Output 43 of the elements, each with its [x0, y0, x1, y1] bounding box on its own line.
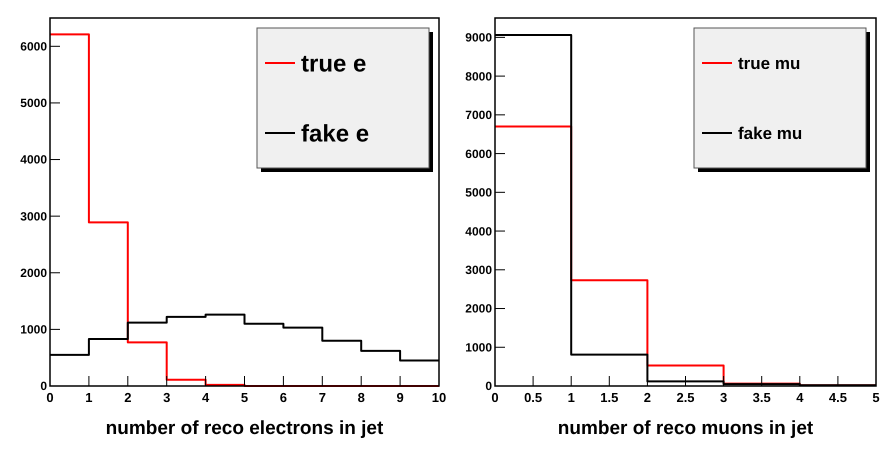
x-tick-label: 4.5 — [828, 390, 847, 405]
x-tick-label: 1.5 — [600, 390, 618, 405]
x-tick-label: 1 — [85, 390, 93, 405]
x-tick-label: 4 — [796, 390, 804, 405]
x-tick-label: 2 — [124, 390, 132, 405]
y-tick-label: 1000 — [20, 322, 48, 337]
x-tick-label: 5 — [872, 390, 880, 405]
x-tick-label: 5 — [240, 390, 248, 405]
x-tick-label: 4 — [202, 390, 210, 405]
legend-label: fake mu — [738, 124, 802, 143]
x-tick-label: 8 — [358, 390, 365, 405]
x-tick-label: 0.5 — [524, 390, 542, 405]
y-tick-label: 5000 — [465, 186, 492, 200]
y-tick-label: 2000 — [20, 266, 48, 280]
x-tick-label: 2 — [644, 390, 652, 405]
y-tick-label: 9000 — [465, 30, 492, 45]
y-tick-label: 6000 — [20, 40, 48, 54]
y-tick-label: 7000 — [465, 108, 492, 122]
y-tick-label: 2000 — [465, 302, 492, 316]
x-tick-label: 3.5 — [752, 390, 771, 405]
x-tick-label: 3 — [163, 390, 170, 405]
x-tick-label: 2.5 — [676, 390, 695, 405]
y-tick-label: 8000 — [465, 69, 492, 84]
legend-label: true e — [301, 50, 366, 78]
y-tick-label: 3000 — [20, 209, 48, 224]
legend-label: fake e — [301, 120, 370, 148]
x-tick-label: 9 — [396, 390, 404, 405]
y-tick-label: 3000 — [465, 262, 492, 277]
y-tick-label: 6000 — [465, 146, 492, 161]
x-tick-label: 6 — [280, 390, 288, 405]
x-axis-title: number of reco electrons in jet — [106, 418, 384, 439]
x-axis-title: number of reco muons in jet — [558, 418, 814, 439]
x-tick-label: 7 — [318, 390, 326, 405]
x-tick-label: 1 — [568, 390, 575, 405]
legend-label: true mu — [738, 54, 800, 73]
y-tick-label: 1000 — [465, 340, 492, 354]
y-tick-label: 0 — [40, 379, 48, 394]
y-tick-label: 4000 — [20, 152, 48, 167]
x-tick-label: 10 — [432, 390, 446, 405]
y-tick-label: 0 — [485, 379, 492, 394]
x-tick-label: 3 — [720, 390, 728, 405]
y-tick-label: 5000 — [20, 96, 48, 110]
y-tick-label: 4000 — [465, 224, 492, 238]
